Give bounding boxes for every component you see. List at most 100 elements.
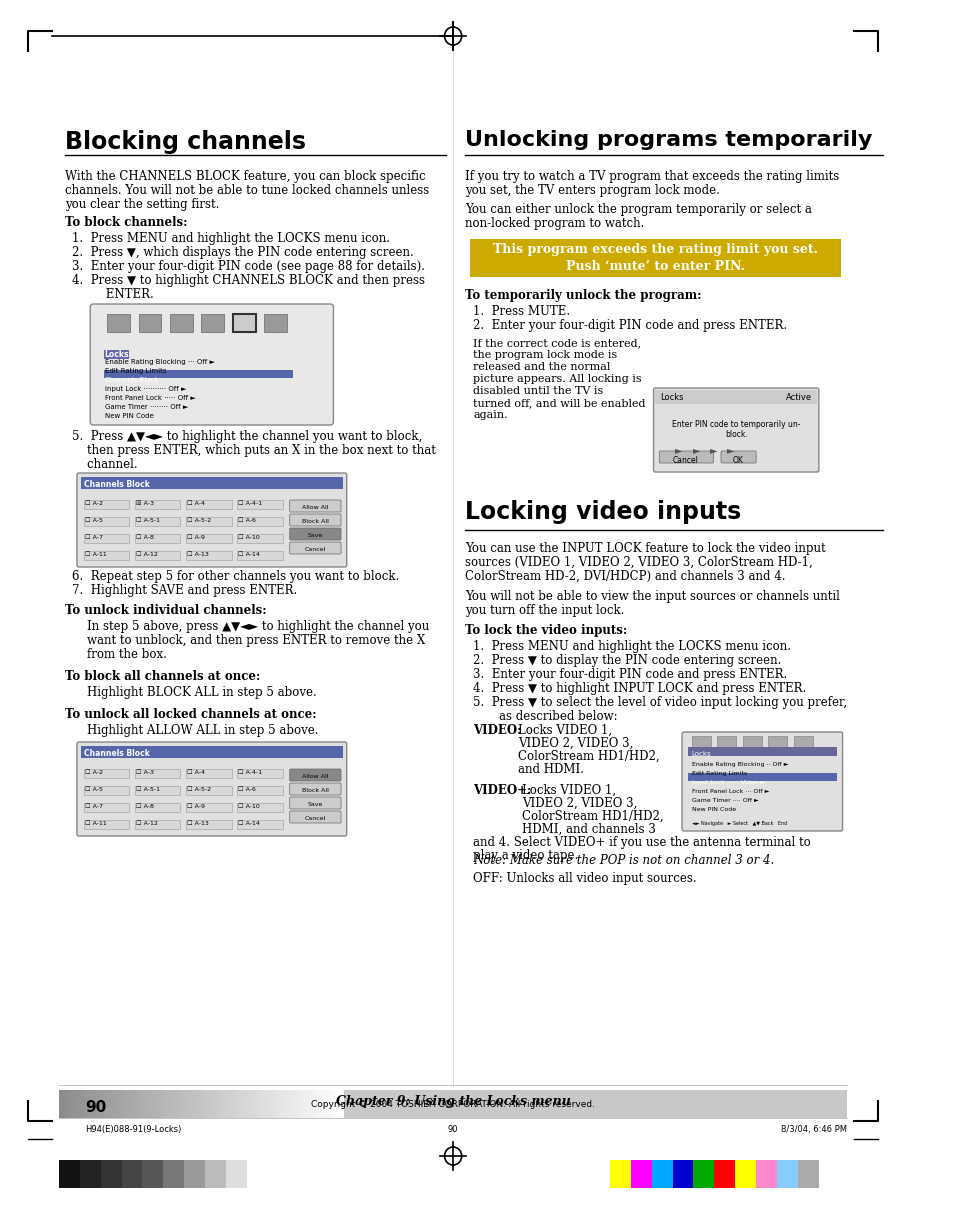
- Bar: [84, 517, 129, 526]
- Text: In step 5 above, press ▲▼◄► to highlight the channel you: In step 5 above, press ▲▼◄► to highlight…: [88, 620, 429, 633]
- Bar: [134, 803, 180, 812]
- Bar: [186, 803, 232, 812]
- Text: ►: ►: [675, 445, 682, 455]
- Bar: [218, 1090, 221, 1118]
- Bar: [138, 1090, 141, 1118]
- FancyBboxPatch shape: [290, 500, 340, 513]
- Bar: [184, 1160, 205, 1188]
- Text: Channels Block: Channels Block: [84, 480, 150, 488]
- Bar: [65, 1090, 68, 1118]
- FancyBboxPatch shape: [290, 514, 340, 526]
- Bar: [318, 1090, 321, 1118]
- Bar: [134, 769, 180, 778]
- Bar: [161, 1090, 164, 1118]
- Bar: [205, 1160, 226, 1188]
- Bar: [186, 820, 232, 829]
- Text: 4.  Press ▼ to highlight INPUT LOCK and press ENTER.: 4. Press ▼ to highlight INPUT LOCK and p…: [473, 683, 805, 695]
- FancyBboxPatch shape: [720, 451, 756, 463]
- Bar: [335, 1090, 337, 1118]
- Text: and 4. Select VIDEO+ if you use the antenna terminal to: and 4. Select VIDEO+ if you use the ante…: [473, 836, 810, 849]
- Bar: [80, 1160, 101, 1188]
- Bar: [82, 1090, 85, 1118]
- Text: Save: Save: [308, 802, 323, 807]
- Text: To block all channels at once:: To block all channels at once:: [65, 671, 260, 683]
- Text: Blocking channels: Blocking channels: [65, 130, 305, 154]
- Text: Enter PIN code to temporarily un-
block.: Enter PIN code to temporarily un- block.: [671, 420, 800, 439]
- Bar: [121, 1160, 142, 1188]
- Bar: [101, 1160, 121, 1188]
- Text: ☐ A-5-2: ☐ A-5-2: [187, 519, 211, 523]
- Bar: [609, 1160, 630, 1188]
- Text: Cancel: Cancel: [304, 548, 326, 552]
- Text: ☐ A-3: ☐ A-3: [135, 769, 153, 775]
- Bar: [147, 1090, 150, 1118]
- Bar: [186, 769, 232, 778]
- Bar: [213, 1090, 215, 1118]
- Bar: [190, 1090, 193, 1118]
- Bar: [293, 1090, 295, 1118]
- Bar: [91, 1090, 93, 1118]
- Text: ☐ A-5: ☐ A-5: [85, 519, 102, 523]
- Bar: [186, 517, 232, 526]
- Bar: [237, 803, 283, 812]
- Text: and HDMI.: and HDMI.: [517, 763, 583, 775]
- Bar: [797, 1160, 818, 1188]
- Bar: [230, 1090, 233, 1118]
- Text: you clear the setting first.: you clear the setting first.: [65, 198, 219, 211]
- Bar: [142, 1160, 163, 1188]
- Bar: [184, 1090, 187, 1118]
- Text: turned off, and will be enabled: turned off, and will be enabled: [473, 398, 645, 408]
- Text: VIDEO 2, VIDEO 3,: VIDEO 2, VIDEO 3,: [522, 797, 638, 810]
- Bar: [108, 1090, 111, 1118]
- Bar: [163, 1160, 184, 1188]
- Text: ☐ A-4-1: ☐ A-4-1: [238, 500, 262, 507]
- Text: Push ‘mute’ to enter PIN.: Push ‘mute’ to enter PIN.: [565, 259, 744, 273]
- Text: Locks: Locks: [105, 350, 129, 359]
- Text: Highlight BLOCK ALL in step 5 above.: Highlight BLOCK ALL in step 5 above.: [88, 686, 316, 699]
- Bar: [273, 1090, 275, 1118]
- Text: channel.: channel.: [72, 458, 137, 472]
- Text: Allow All: Allow All: [302, 774, 328, 779]
- Text: 8/3/04, 6:46 PM: 8/3/04, 6:46 PM: [781, 1125, 846, 1134]
- Bar: [321, 1090, 324, 1118]
- Bar: [195, 1090, 198, 1118]
- Text: Edit Rating Limits: Edit Rating Limits: [106, 368, 167, 374]
- Text: again.: again.: [473, 410, 507, 420]
- Bar: [295, 1090, 298, 1118]
- Bar: [207, 1090, 210, 1118]
- Bar: [693, 1160, 714, 1188]
- Text: ColorStream HD1/HD2,: ColorStream HD1/HD2,: [522, 810, 663, 822]
- Text: Unlocking programs temporarily: Unlocking programs temporarily: [465, 130, 872, 150]
- Bar: [298, 1090, 301, 1118]
- Bar: [93, 1090, 96, 1118]
- Text: 90: 90: [86, 1100, 107, 1116]
- Bar: [237, 551, 283, 560]
- Text: released and the normal: released and the normal: [473, 362, 610, 371]
- Text: 1.  Press MENU and highlight the LOCKS menu icon.: 1. Press MENU and highlight the LOCKS me…: [72, 232, 390, 245]
- Text: ☒ A-3: ☒ A-3: [135, 500, 153, 507]
- Bar: [238, 1090, 241, 1118]
- Bar: [121, 1090, 124, 1118]
- Bar: [84, 500, 129, 509]
- Text: Enable Rating Blocking ·· Off ►: Enable Rating Blocking ·· Off ►: [691, 762, 787, 767]
- FancyBboxPatch shape: [290, 783, 340, 795]
- Bar: [134, 517, 180, 526]
- Bar: [233, 314, 255, 332]
- Bar: [333, 1090, 335, 1118]
- Bar: [141, 1090, 144, 1118]
- Text: channels. You will not be able to tune locked channels unless: channels. You will not be able to tune l…: [65, 185, 429, 197]
- Text: 7.  Highlight SAVE and press ENTER.: 7. Highlight SAVE and press ENTER.: [72, 584, 297, 597]
- Bar: [81, 478, 342, 488]
- Bar: [237, 534, 283, 543]
- Bar: [735, 1160, 756, 1188]
- Text: ☐ A-2: ☐ A-2: [85, 500, 102, 507]
- Text: New PIN Code: New PIN Code: [106, 412, 154, 418]
- Text: If the correct code is entered,: If the correct code is entered,: [473, 338, 640, 349]
- Text: You can use the INPUT LOCK feature to lock the video input: You can use the INPUT LOCK feature to lo…: [465, 541, 825, 555]
- Text: ☐ A-8: ☐ A-8: [135, 804, 153, 809]
- Text: ☐ A-13: ☐ A-13: [187, 552, 209, 557]
- Text: Cancel: Cancel: [304, 816, 326, 821]
- Bar: [62, 1090, 65, 1118]
- Text: Front Panel Lock ··· Off ►: Front Panel Lock ··· Off ►: [691, 789, 768, 794]
- Text: Input Lock ······ Video ►: Input Lock ······ Video ►: [691, 780, 764, 785]
